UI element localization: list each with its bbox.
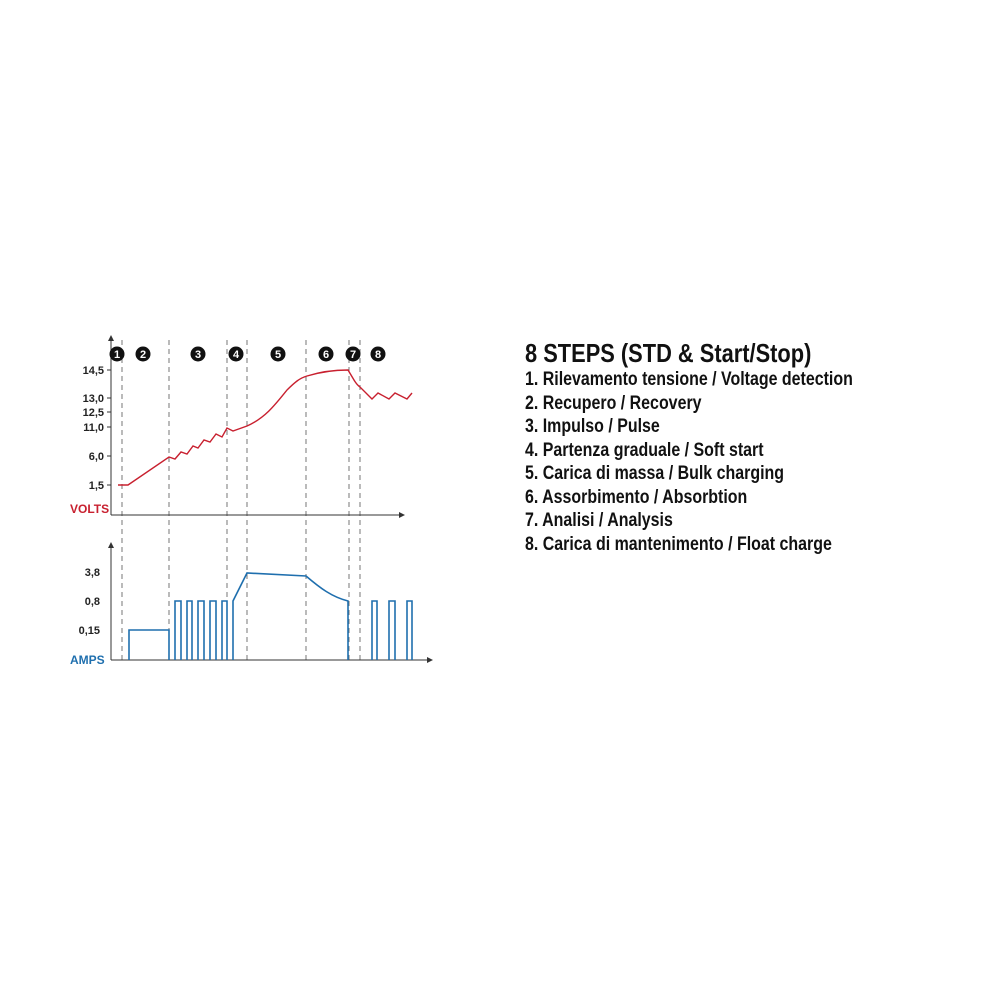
legend-item: 1. Rilevamento tensione / Voltage detect…	[525, 369, 853, 390]
step-marker: 2	[135, 346, 151, 362]
step-circle	[370, 346, 386, 362]
step-number: 5	[275, 349, 281, 361]
volts-label: VOLTS	[70, 502, 109, 516]
amps-tick-label: 0,15	[79, 625, 100, 637]
step-number: 3	[195, 349, 201, 361]
step-circle	[318, 346, 334, 362]
step-marker: 7	[345, 346, 361, 362]
step-number: 8	[375, 349, 381, 361]
step-number: 6	[323, 349, 329, 361]
step-marker: 3	[190, 346, 206, 362]
step-circle	[228, 346, 244, 362]
volts-tick-label: 13,0	[83, 393, 104, 405]
step-marker: 4	[228, 346, 244, 362]
step-marker: 8	[370, 346, 386, 362]
volts-tick-label: 6,0	[89, 451, 104, 463]
step-number: 2	[140, 349, 146, 361]
legend-item: 3. Impulso / Pulse	[525, 416, 660, 437]
volts-tick-label: 11,0	[83, 422, 104, 434]
legend-item: 4. Partenza graduale / Soft start	[525, 439, 764, 461]
volts-tick-label: 12,5	[83, 407, 104, 419]
step-marker: 6	[318, 346, 334, 362]
legend-item: 5. Carica di massa / Bulk charging	[525, 463, 785, 484]
step-number: 4	[233, 349, 240, 361]
step-circle	[270, 346, 286, 362]
legend-item: 7. Analisi / Analysis	[525, 510, 673, 531]
step-circle	[345, 346, 361, 362]
step-number: 7	[350, 349, 356, 361]
amps-label: AMPS	[70, 653, 105, 667]
voltage-curve	[118, 369, 413, 486]
step-circle	[109, 346, 125, 362]
amps-tick-label: 3,8	[85, 567, 100, 579]
step-circle	[135, 346, 151, 362]
current-curve	[128, 572, 413, 660]
step-number: 1	[114, 349, 120, 361]
legend-item: 6. Assorbimento / Absorbtion	[525, 486, 748, 508]
step-circle	[190, 346, 206, 362]
amps-tick-label: 0,8	[85, 596, 100, 608]
step-marker: 1	[109, 346, 125, 362]
steps-legend: 8 STEPS (STD & Start/Stop) 1. Rilevament…	[525, 338, 853, 556]
legend-title: 8 STEPS (STD & Start/Stop)	[525, 338, 812, 368]
volts-tick-label: 14,5	[83, 365, 104, 377]
step-dividers	[121, 340, 361, 660]
legend-item: 2. Recupero / Recovery	[525, 392, 702, 414]
volts-tick-label: 1,5	[89, 480, 104, 492]
legend-item: 8. Carica di mantenimento / Float charge	[525, 533, 832, 555]
step-marker: 5	[270, 346, 286, 362]
